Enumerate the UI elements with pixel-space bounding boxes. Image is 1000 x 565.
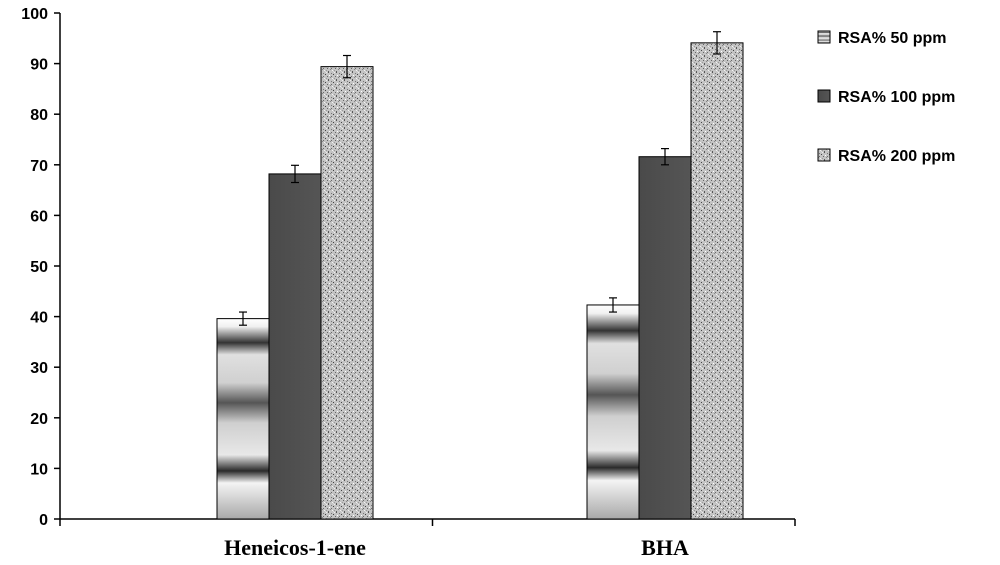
bar-0-0 [216, 318, 270, 520]
plot-area: 0 10 20 30 40 50 60 70 80 90 100 Heneicos-1-ene BHA [21, 6, 796, 560]
y-tick-label: 50 [30, 259, 48, 276]
y-tick-label: 20 [30, 411, 48, 428]
legend: RSA% 50 ppm RSA% 100 ppm RSA% 200 ppm [817, 30, 955, 165]
legend-swatch [817, 89, 831, 103]
y-tick-label: 100 [21, 6, 48, 23]
y-tick-label: 0 [39, 512, 48, 529]
bar-2-0 [320, 66, 374, 520]
y-tick-label: 60 [30, 208, 48, 225]
bar-2-1 [690, 42, 744, 520]
legend-swatch [817, 148, 831, 162]
legend-label: RSA% 200 ppm [838, 148, 955, 165]
legend-label: RSA% 50 ppm [838, 30, 946, 47]
y-tick-label: 10 [30, 461, 48, 478]
y-tick-label: 30 [30, 360, 48, 377]
legend-swatch [817, 30, 831, 44]
category-label: BHA [641, 535, 689, 560]
category-label: Heneicos-1-ene [224, 535, 366, 560]
bar-1-0 [268, 173, 322, 520]
bar-1-1 [638, 156, 692, 520]
bar-0-1 [586, 304, 640, 520]
y-tick-label: 70 [30, 158, 48, 175]
y-tick-label: 80 [30, 107, 48, 124]
y-tick-label: 40 [30, 310, 48, 327]
legend-label: RSA% 100 ppm [838, 89, 955, 106]
y-tick-label: 90 [30, 57, 48, 74]
